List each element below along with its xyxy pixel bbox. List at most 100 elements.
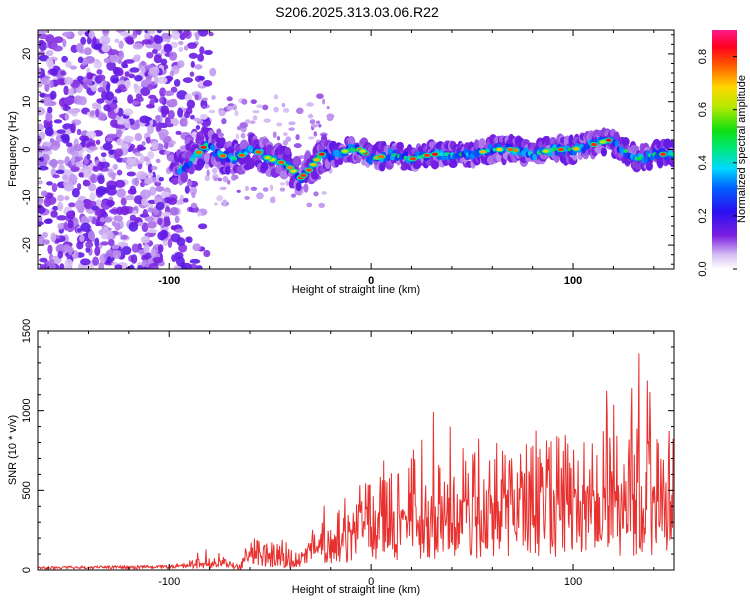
- noise-blob: [281, 102, 286, 108]
- noise-blob: [216, 195, 224, 202]
- noise-blob: [158, 176, 164, 182]
- noise-blob: [57, 201, 64, 212]
- noise-blob: [178, 46, 184, 53]
- noise-blob: [77, 56, 84, 64]
- noise-blob: [66, 142, 73, 148]
- noise-blob: [129, 185, 137, 195]
- noise-blob: [145, 136, 151, 144]
- colorbar-tick-label: 0.0: [697, 261, 709, 276]
- noise-blob: [256, 192, 264, 200]
- ridge-hotspot: [308, 162, 318, 168]
- noise-blob: [171, 30, 180, 40]
- noise-blob: [236, 189, 241, 193]
- noise-blob: [196, 265, 203, 269]
- colorbar-gradient: [712, 30, 737, 269]
- noise-blob: [128, 73, 135, 79]
- noise-blob: [39, 264, 46, 269]
- noise-blob: [159, 97, 165, 104]
- noise-blob: [208, 109, 216, 114]
- noise-blob: [202, 97, 208, 101]
- noise-blob: [56, 129, 66, 135]
- noise-blob: [195, 124, 201, 130]
- noise-blob: [157, 128, 169, 138]
- noise-blob: [194, 64, 203, 70]
- noise-blob: [213, 176, 218, 182]
- noise-blob: [132, 210, 137, 215]
- noise-blob: [87, 77, 93, 87]
- noise-blob: [100, 152, 107, 158]
- noise-blob: [168, 51, 178, 61]
- noise-blob: [186, 180, 193, 187]
- noise-blob: [62, 174, 69, 181]
- colorbar-label: Normalized spectral amplitude: [736, 75, 748, 223]
- noise-blob: [120, 234, 128, 240]
- noise-blob: [39, 257, 48, 263]
- noise-blob: [98, 38, 103, 44]
- noise-blob: [174, 228, 185, 233]
- colorbar-tick-label: 0.8: [697, 49, 709, 64]
- noise-blob: [106, 256, 112, 264]
- noise-blob: [49, 90, 57, 100]
- noise-blob: [227, 105, 234, 111]
- noise-blob: [316, 93, 324, 99]
- noise-blob: [99, 217, 106, 223]
- noise-blob: [51, 183, 58, 193]
- noise-blob: [209, 67, 217, 77]
- noise-blob: [250, 186, 258, 191]
- ridge-halo-blob: [284, 147, 292, 156]
- ridge-core-blob: [190, 157, 195, 162]
- noise-blob: [176, 90, 188, 100]
- colorbar: 0.0 0.2 0.4 0.6 0.8 Normalized spectral ampl…: [697, 30, 748, 277]
- noise-blob: [126, 157, 137, 166]
- noise-blob: [63, 96, 75, 105]
- noise-blob: [252, 115, 258, 121]
- noise-blob: [142, 208, 148, 219]
- noise-blob: [195, 31, 200, 41]
- spectrogram-y-axis-label: Frequency (Hz): [7, 111, 19, 187]
- noise-blob: [116, 188, 126, 198]
- noise-blob: [105, 91, 115, 101]
- noise-blob: [183, 45, 189, 51]
- noise-blob: [326, 113, 335, 120]
- noise-blob: [226, 96, 233, 102]
- noise-blob: [80, 222, 91, 233]
- noise-blob: [153, 75, 159, 84]
- noise-blob: [132, 42, 144, 50]
- ridge-halo-blob: [572, 153, 578, 161]
- noise-blob: [233, 174, 239, 180]
- noise-blob: [117, 107, 124, 117]
- ridge-halo-blob: [656, 157, 664, 168]
- noise-blob: [114, 88, 122, 94]
- ridge-hotspot-inner: [305, 168, 312, 172]
- noise-blob: [141, 197, 148, 206]
- noise-blob: [73, 156, 84, 162]
- noise-blob: [146, 51, 154, 59]
- noise-blob: [123, 108, 134, 116]
- noise-blob: [322, 98, 326, 105]
- noise-blob: [148, 171, 154, 178]
- noise-blob: [95, 186, 107, 196]
- noise-blob: [203, 49, 213, 56]
- noise-blob: [193, 117, 201, 122]
- noise-blob: [45, 112, 53, 122]
- noise-blob: [177, 107, 184, 118]
- noise-blob: [51, 145, 59, 151]
- noise-blob: [52, 205, 59, 211]
- noise-blob: [89, 174, 98, 184]
- noise-blob: [290, 193, 297, 198]
- noise-blob: [116, 138, 124, 146]
- noise-blob: [46, 57, 54, 67]
- noise-blob: [157, 217, 163, 226]
- ridge-halo-blob: [252, 154, 258, 161]
- noise-blob: [85, 130, 97, 139]
- ridge-hotspot-inner: [313, 158, 320, 162]
- ridge-core-blob: [670, 152, 674, 157]
- noise-blob: [126, 171, 136, 177]
- spectrogram-x-ticks: -100 0 100: [47, 30, 655, 287]
- ridge-halo-blob: [219, 137, 226, 147]
- noise-blob: [321, 191, 327, 195]
- ridge-core-blob: [188, 160, 193, 167]
- noise-blob: [62, 31, 72, 37]
- noise-blob: [326, 105, 330, 110]
- noise-blob: [198, 80, 203, 88]
